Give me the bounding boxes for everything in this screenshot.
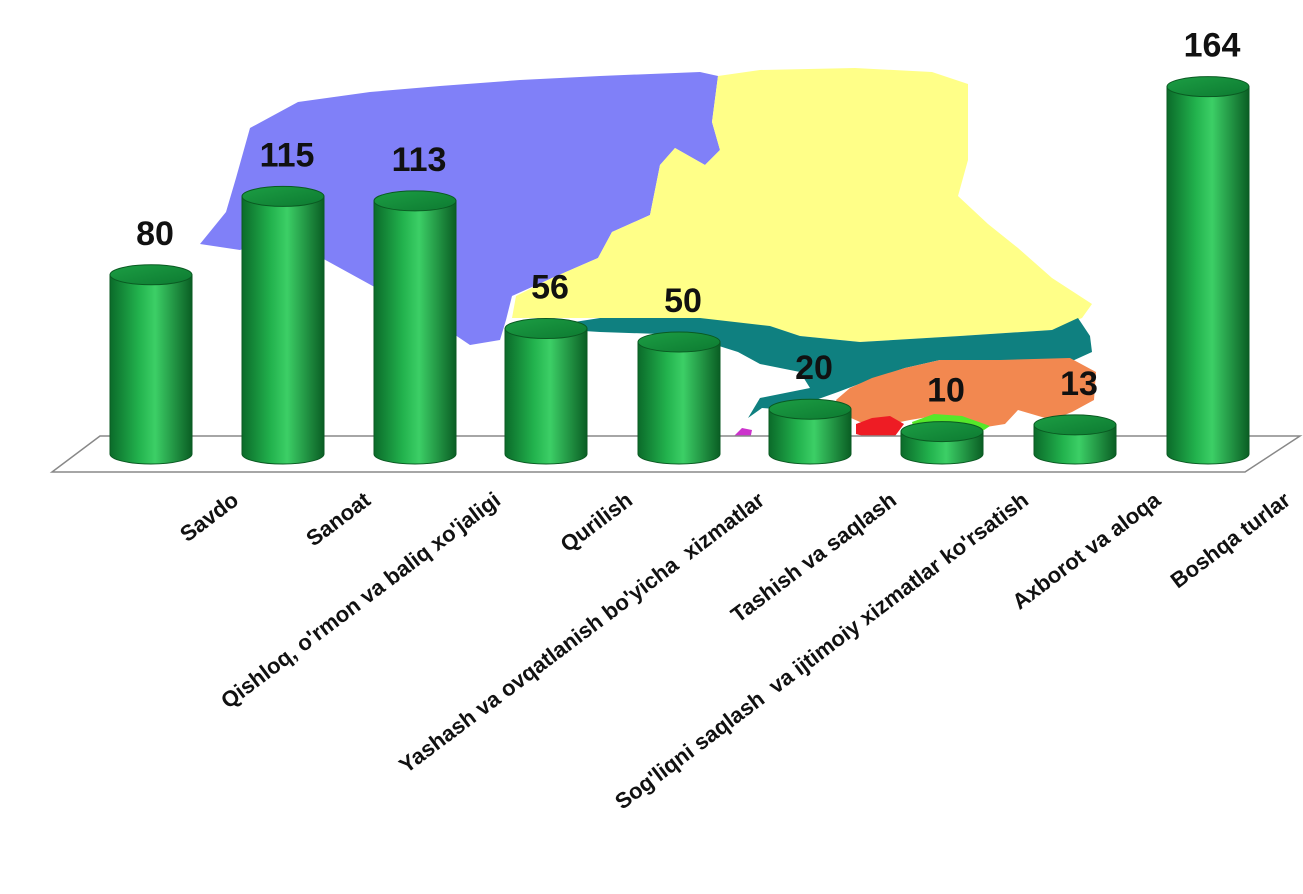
bar-body [109, 274, 193, 465]
bar-top [900, 421, 984, 443]
bar-top [109, 264, 193, 286]
map-region-red [856, 416, 904, 438]
map-region-teal [536, 318, 1092, 418]
category-label: Sanoat [301, 487, 375, 552]
bar-top [1166, 76, 1250, 98]
bar [1033, 414, 1117, 465]
category-label: Savdo [175, 487, 243, 547]
bar-body [1033, 424, 1117, 465]
value-label: 56 [531, 269, 569, 307]
bar-top [1033, 414, 1117, 436]
value-label: 115 [260, 136, 315, 174]
bar [504, 318, 588, 465]
bar-body [373, 200, 457, 465]
bar-top [768, 398, 852, 420]
bar [241, 185, 325, 465]
value-label: 13 [1060, 365, 1098, 403]
bar-top [373, 190, 457, 212]
value-label: 10 [927, 372, 965, 410]
bar [1166, 76, 1250, 465]
value-label: 164 [1184, 27, 1241, 65]
bar [768, 398, 852, 465]
bars-layer [109, 76, 1250, 465]
value-label: 50 [664, 282, 702, 320]
bar-top [637, 331, 721, 353]
bar [373, 190, 457, 465]
map-region-yellow [512, 68, 1092, 342]
bar-body [1166, 86, 1250, 465]
bar-body [637, 341, 721, 465]
value-label: 113 [392, 141, 447, 179]
category-label: Qurilish [556, 487, 637, 557]
background-map [200, 68, 1096, 442]
map-region-orange [836, 358, 1096, 428]
bar-top [504, 318, 588, 340]
bar [637, 331, 721, 465]
bar [900, 421, 984, 465]
bar-top [241, 185, 325, 207]
bar-body [504, 328, 588, 465]
category-label: Boshqa turlar [1166, 487, 1296, 593]
value-label: 20 [795, 349, 833, 387]
bar-body [241, 195, 325, 465]
value-label: 80 [136, 215, 174, 253]
bar-body [768, 408, 852, 465]
bar [109, 264, 193, 465]
category-label: Qishloq, o'rmon va baliq xo'jaligi [216, 487, 505, 713]
value-labels-layer: 80 115 113 56 50 20 10 13 164 [136, 27, 1240, 410]
map-region-blue [200, 72, 720, 345]
